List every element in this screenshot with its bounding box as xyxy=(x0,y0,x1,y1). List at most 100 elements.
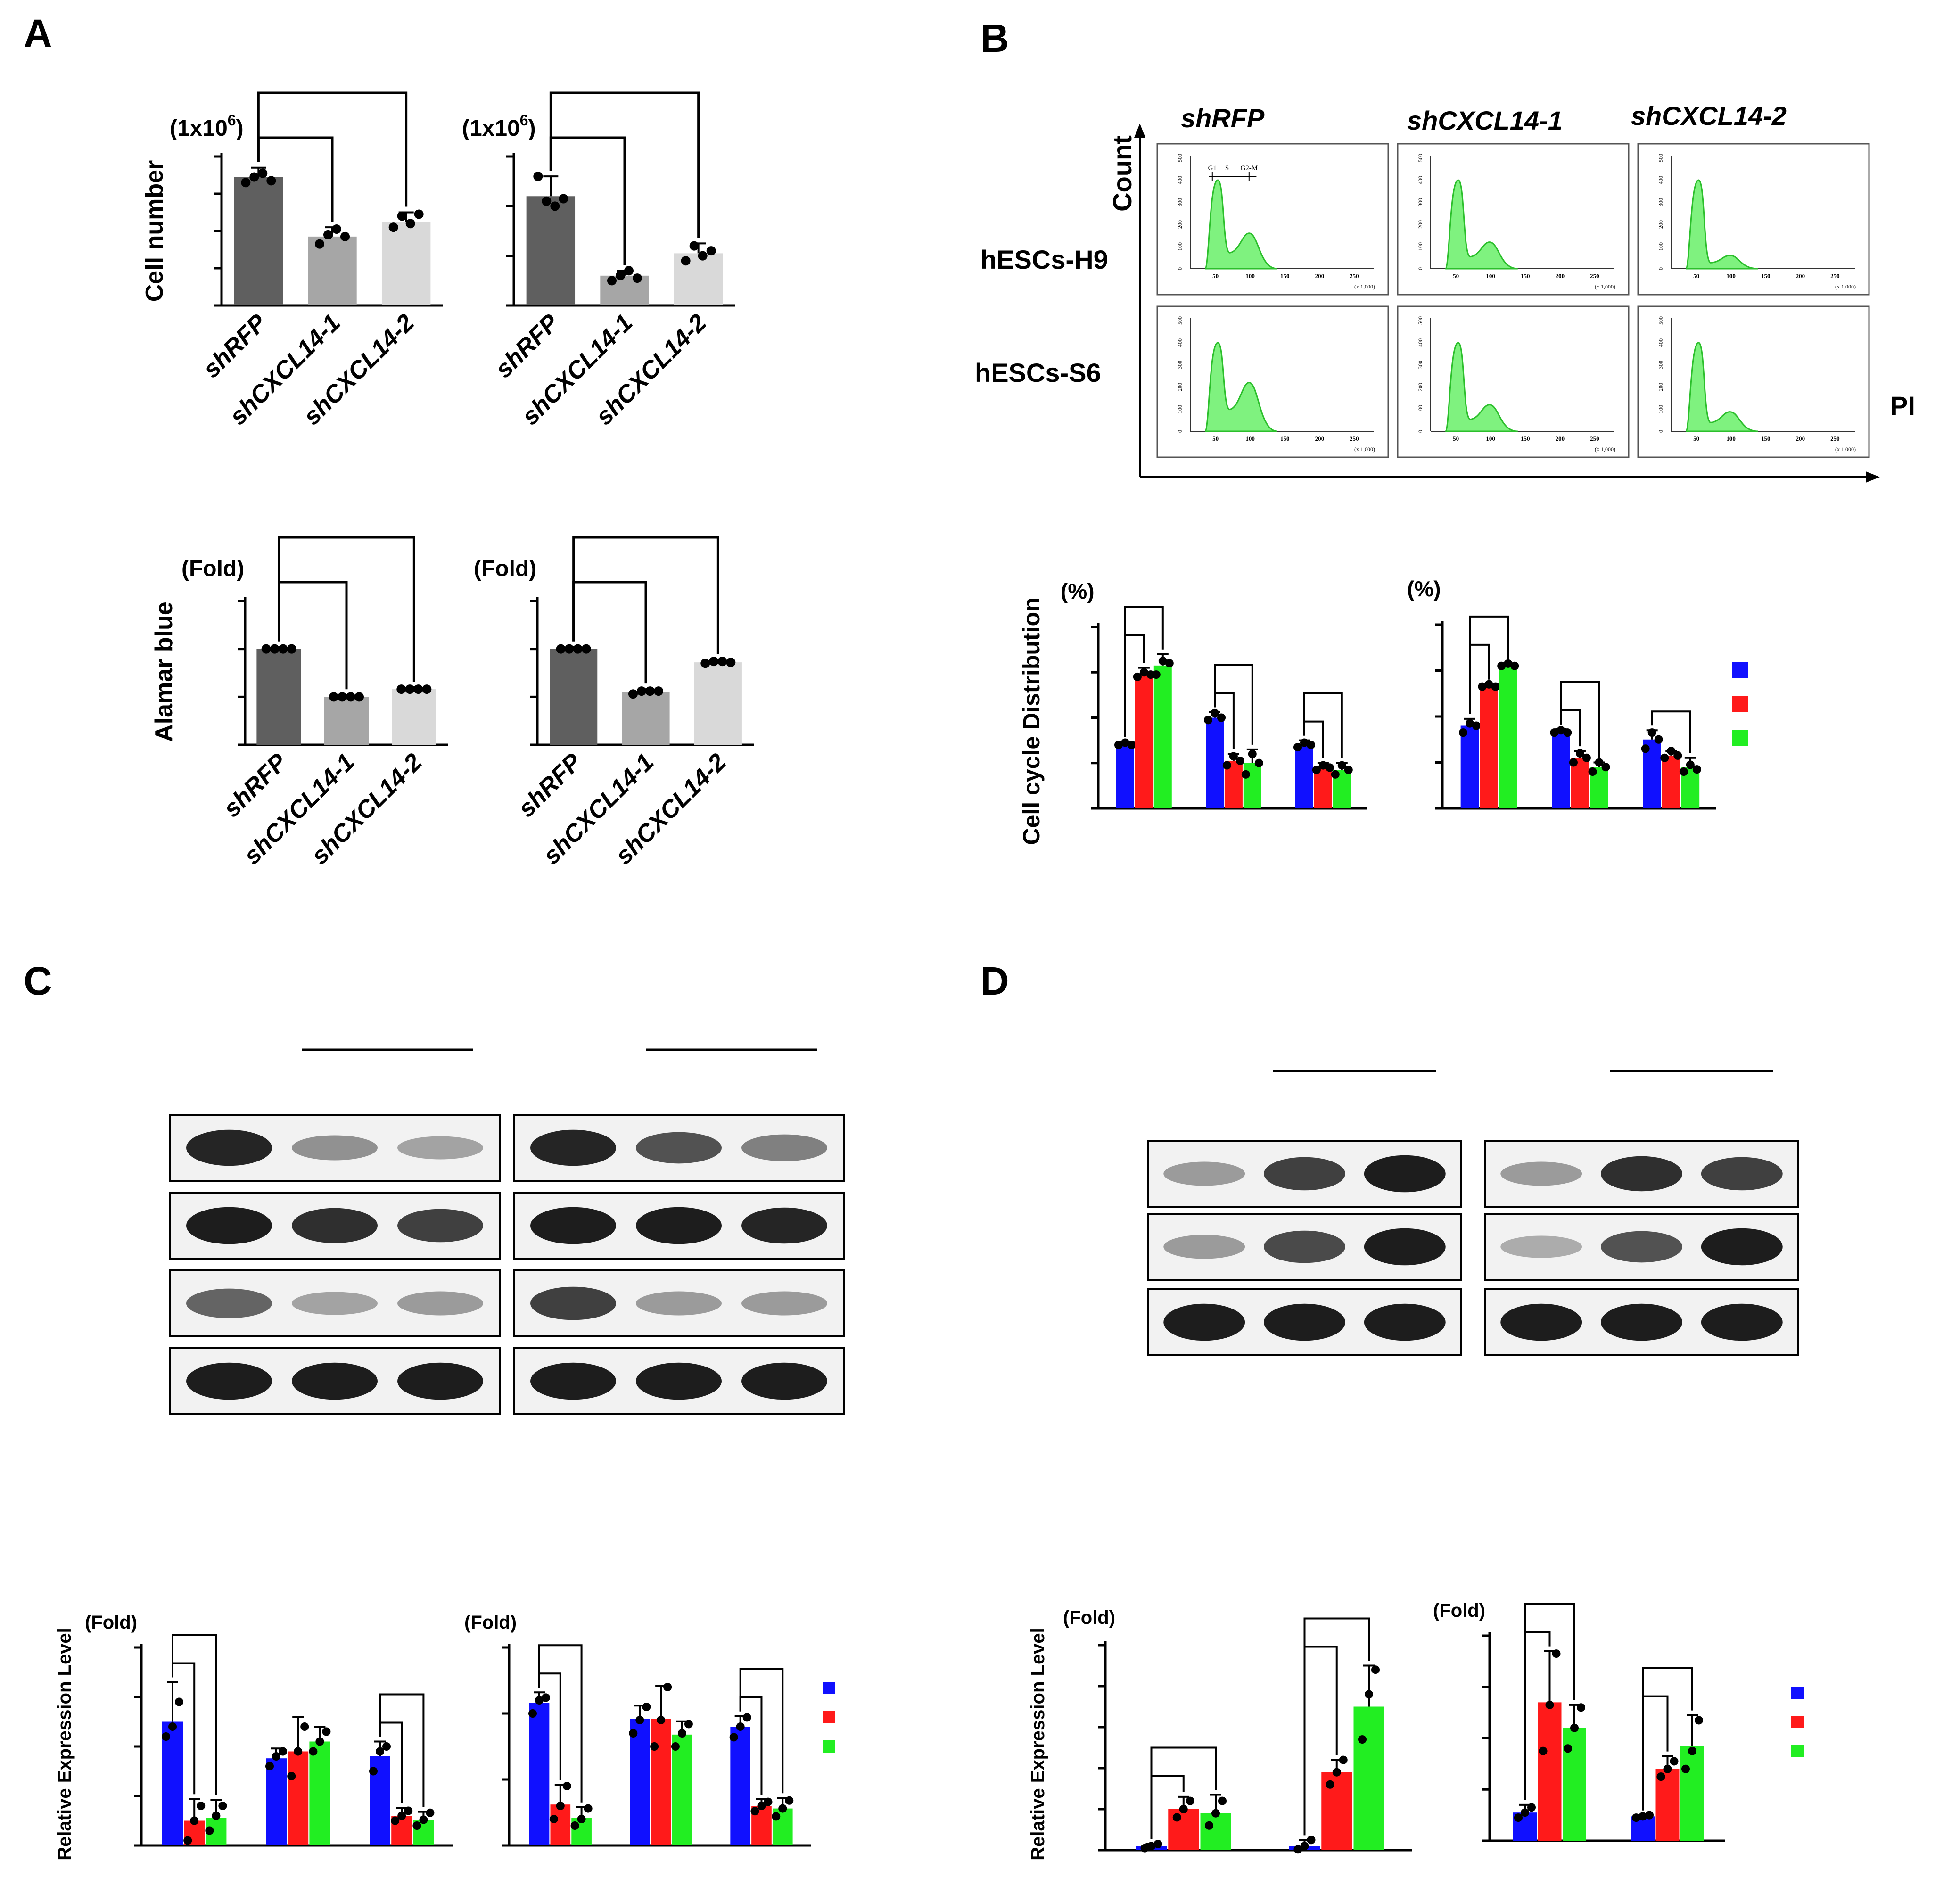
data-point xyxy=(535,1696,544,1705)
data-point xyxy=(706,246,716,256)
flow-x-tick-label: 250 xyxy=(1830,272,1840,280)
bar xyxy=(1499,666,1517,808)
flow-x-tick-label: 250 xyxy=(1830,435,1840,442)
data-point xyxy=(294,1747,303,1756)
flow-histogram: 0 100 200 300 400 500 50 100 150 200 250 (x 1,000) xyxy=(1397,143,1630,296)
data-point xyxy=(1139,668,1148,677)
data-point xyxy=(698,251,708,261)
flow-y-tick-label: 0 xyxy=(1177,267,1183,270)
data-point xyxy=(323,230,333,239)
data-point xyxy=(1128,741,1136,749)
y-axis-label: Relative Expression Level xyxy=(1028,1628,1048,1861)
data-point xyxy=(1204,716,1212,725)
y-unit-label: (Fold) xyxy=(464,1612,517,1633)
blot-band xyxy=(530,1286,616,1320)
flow-y-tick-label: 100 xyxy=(1177,242,1183,251)
bar xyxy=(1552,733,1570,808)
blot-band xyxy=(397,1209,483,1243)
data-point xyxy=(1641,744,1650,753)
bar xyxy=(324,697,369,745)
legend-swatch xyxy=(1732,662,1748,678)
blot-band xyxy=(1163,1235,1245,1259)
data-point xyxy=(1121,738,1129,747)
data-point xyxy=(1211,1809,1220,1818)
data-point xyxy=(684,1720,693,1729)
blot-band xyxy=(186,1207,272,1244)
data-point xyxy=(1654,735,1663,744)
cell-unit-h9: (1x106) xyxy=(170,112,244,141)
blot-band xyxy=(1701,1303,1783,1341)
data-point xyxy=(1564,1744,1572,1753)
flow-row-label-s6: hESCs-S6 xyxy=(975,358,1101,387)
data-point xyxy=(729,1733,738,1742)
data-point xyxy=(607,276,617,286)
y-axis-label: Cell cycle Distribution xyxy=(1018,597,1045,845)
flow-histogram-area xyxy=(1204,179,1277,270)
flow-y-tick-label: 0 xyxy=(1657,430,1664,433)
data-point xyxy=(1307,1836,1316,1845)
data-point xyxy=(645,686,655,696)
blot-band xyxy=(1601,1156,1682,1192)
flow-histogram-area xyxy=(1444,179,1518,270)
data-point xyxy=(549,1815,558,1823)
data-point xyxy=(1478,682,1487,691)
data-point xyxy=(671,1742,680,1751)
flow-x-tick-label: 200 xyxy=(1315,435,1325,442)
data-point xyxy=(1217,713,1226,722)
blot-band xyxy=(1364,1155,1446,1193)
data-point xyxy=(1241,770,1250,779)
flow-y-tick-label: 0 xyxy=(1417,430,1424,433)
data-point xyxy=(1497,661,1506,670)
data-point xyxy=(212,1812,221,1820)
pi-axis-arrow xyxy=(1866,471,1880,483)
bar xyxy=(1243,763,1261,808)
data-point xyxy=(1300,738,1309,747)
data-point xyxy=(635,1716,644,1724)
y-unit-label: (%) xyxy=(1061,579,1095,603)
data-point xyxy=(1563,728,1572,737)
data-point xyxy=(412,1821,421,1830)
data-point xyxy=(1293,743,1302,752)
panel-label-d: D xyxy=(980,959,1009,1003)
alamar-unit-h9: (Fold) xyxy=(181,556,244,581)
data-point xyxy=(1681,1764,1690,1773)
bar xyxy=(672,1734,692,1845)
data-point xyxy=(528,1709,537,1718)
bar xyxy=(529,1703,550,1845)
data-point xyxy=(397,211,407,221)
data-point xyxy=(340,231,350,241)
data-point xyxy=(1371,1665,1380,1674)
blot-band xyxy=(186,1362,272,1400)
flow-x-tick-label: 200 xyxy=(1556,272,1565,280)
flow-x-tick-label: 250 xyxy=(1590,435,1599,442)
flow-x-tick-label: 150 xyxy=(1521,435,1530,442)
blot-band xyxy=(292,1135,378,1161)
data-point xyxy=(581,644,591,654)
data-point xyxy=(717,657,727,667)
flow-y-tick-label: 200 xyxy=(1177,383,1183,391)
data-point xyxy=(1337,761,1346,770)
flow-y-tick-label: 300 xyxy=(1657,361,1664,369)
flow-x-tick-label: 150 xyxy=(1761,435,1771,442)
data-point xyxy=(272,1752,280,1761)
flow-y-tick-label: 300 xyxy=(1177,198,1183,206)
data-point xyxy=(654,686,663,696)
significance-bracket xyxy=(572,536,719,654)
data-point xyxy=(1577,1703,1585,1712)
data-point xyxy=(279,1747,287,1756)
data-point xyxy=(573,644,583,654)
data-point xyxy=(1147,1842,1156,1851)
legend-swatch xyxy=(823,1682,835,1694)
data-point xyxy=(287,644,296,654)
gate-label: S xyxy=(1225,165,1229,172)
data-point xyxy=(1339,1755,1348,1764)
data-point xyxy=(332,224,341,234)
flow-y-tick-label: 500 xyxy=(1177,154,1183,162)
data-point xyxy=(404,1806,413,1815)
data-point xyxy=(1205,1821,1213,1830)
data-point xyxy=(1632,1813,1640,1822)
flow-y-tick-label: 100 xyxy=(1417,242,1424,251)
data-point xyxy=(258,168,268,178)
flow-x-tick-label: 50 xyxy=(1212,272,1219,280)
data-point xyxy=(584,1804,593,1813)
